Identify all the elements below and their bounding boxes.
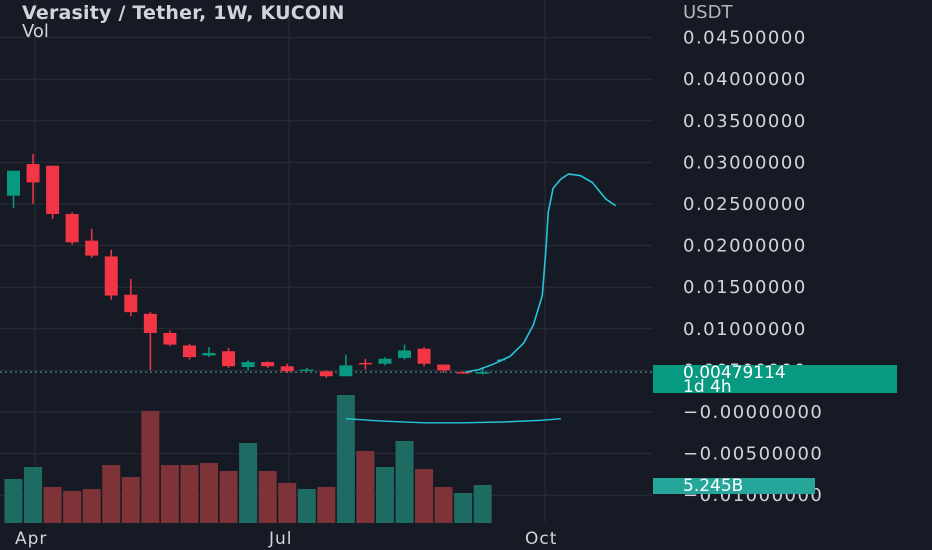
time-tick-label[interactable]: Apr — [15, 529, 47, 549]
candle-body — [280, 366, 294, 372]
volume-bar — [454, 493, 473, 523]
volume-bar — [219, 471, 238, 523]
volume-bar — [336, 395, 355, 523]
price-tick-label[interactable]: 0.04000000 — [683, 69, 807, 90]
volume-bar — [278, 483, 297, 523]
price-tick-label[interactable]: 0.04500000 — [683, 28, 807, 49]
volume-bar — [239, 443, 258, 523]
candle-body — [202, 352, 216, 356]
bar-countdown: 1d 4h — [683, 377, 732, 397]
candle-body — [46, 165, 60, 214]
volume-bar — [141, 411, 160, 523]
time-axis[interactable]: Apr Jul Oct — [15, 529, 557, 549]
volume-label: Vol — [22, 21, 49, 42]
price-tick-label[interactable]: 0.03000000 — [683, 152, 807, 173]
candle-body — [222, 351, 236, 367]
indicator-series — [345, 173, 617, 424]
price-tick-label[interactable]: 0.02000000 — [683, 236, 807, 257]
candle-body — [182, 345, 196, 358]
candle-body — [398, 350, 411, 358]
volume-bar — [473, 485, 492, 523]
volume-bar — [180, 465, 199, 523]
candle-body — [300, 369, 314, 372]
volume-bar — [434, 487, 453, 523]
candle-body — [124, 294, 138, 313]
volume-bar — [63, 491, 82, 523]
price-tick-label[interactable]: 0.01000000 — [683, 319, 807, 340]
candle-body — [319, 371, 333, 377]
indicator-small-segment — [497, 359, 506, 361]
last-price-value: 0.00479114 — [683, 363, 786, 383]
candle-body — [261, 362, 275, 367]
volume-bar — [200, 463, 218, 523]
volume-bar — [375, 467, 394, 523]
candle-body — [104, 256, 118, 296]
candle-body — [437, 364, 451, 371]
volume-bar — [297, 489, 316, 523]
volume-bar — [258, 471, 277, 523]
volume-bar — [24, 467, 43, 523]
volume-bar — [102, 465, 121, 523]
volume-bar — [317, 487, 336, 523]
last-price-badge: 0.00479114 1d 4h — [653, 363, 897, 397]
candle-body — [358, 362, 372, 365]
volume-bar — [415, 469, 434, 523]
candle-body — [26, 164, 40, 183]
volume-bar — [356, 451, 375, 523]
candle-body — [241, 362, 255, 368]
volume-bar — [43, 487, 62, 523]
candle-body — [456, 372, 470, 374]
time-tick-label[interactable]: Jul — [268, 529, 293, 549]
candle-body — [476, 372, 490, 374]
time-tick-label[interactable]: Oct — [525, 529, 557, 549]
candle-body — [339, 365, 353, 377]
candle-body — [378, 358, 392, 364]
candle-body — [7, 170, 20, 196]
grid-lines — [0, 0, 652, 522]
volume-bar — [4, 479, 23, 523]
volume-bar — [160, 465, 179, 523]
volume-bar — [82, 489, 101, 523]
price-tick-label[interactable]: 0.01500000 — [683, 277, 807, 298]
candle-body — [143, 313, 157, 333]
volume-value-badge: 5.245B — [653, 478, 815, 495]
price-tick-label[interactable]: 0.02500000 — [683, 194, 807, 215]
candle-body — [85, 240, 99, 256]
symbol-title[interactable]: Verasity / Tether, 1W, KUCOIN — [22, 2, 345, 24]
axis-unit-label: USDT — [683, 2, 733, 23]
candlestick-series — [7, 154, 490, 378]
candle-body — [65, 213, 79, 243]
volume-bar — [121, 477, 140, 523]
indicator-lower-line — [345, 418, 561, 424]
volume-bar — [395, 441, 414, 523]
price-axis[interactable]: 0.04500000 0.04000000 0.03500000 0.03000000… — [683, 28, 823, 507]
price-tick-label[interactable]: 0.03500000 — [683, 111, 807, 132]
price-tick-label[interactable]: −0.00000000 — [683, 402, 823, 423]
candle-body — [417, 348, 431, 364]
price-tick-label[interactable]: −0.00500000 — [683, 444, 823, 465]
candle-body — [163, 332, 177, 345]
volume-series — [4, 395, 492, 523]
